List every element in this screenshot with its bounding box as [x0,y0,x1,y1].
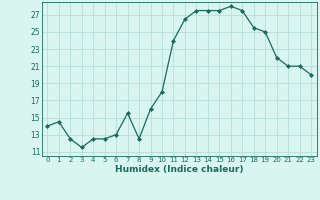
X-axis label: Humidex (Indice chaleur): Humidex (Indice chaleur) [115,165,244,174]
